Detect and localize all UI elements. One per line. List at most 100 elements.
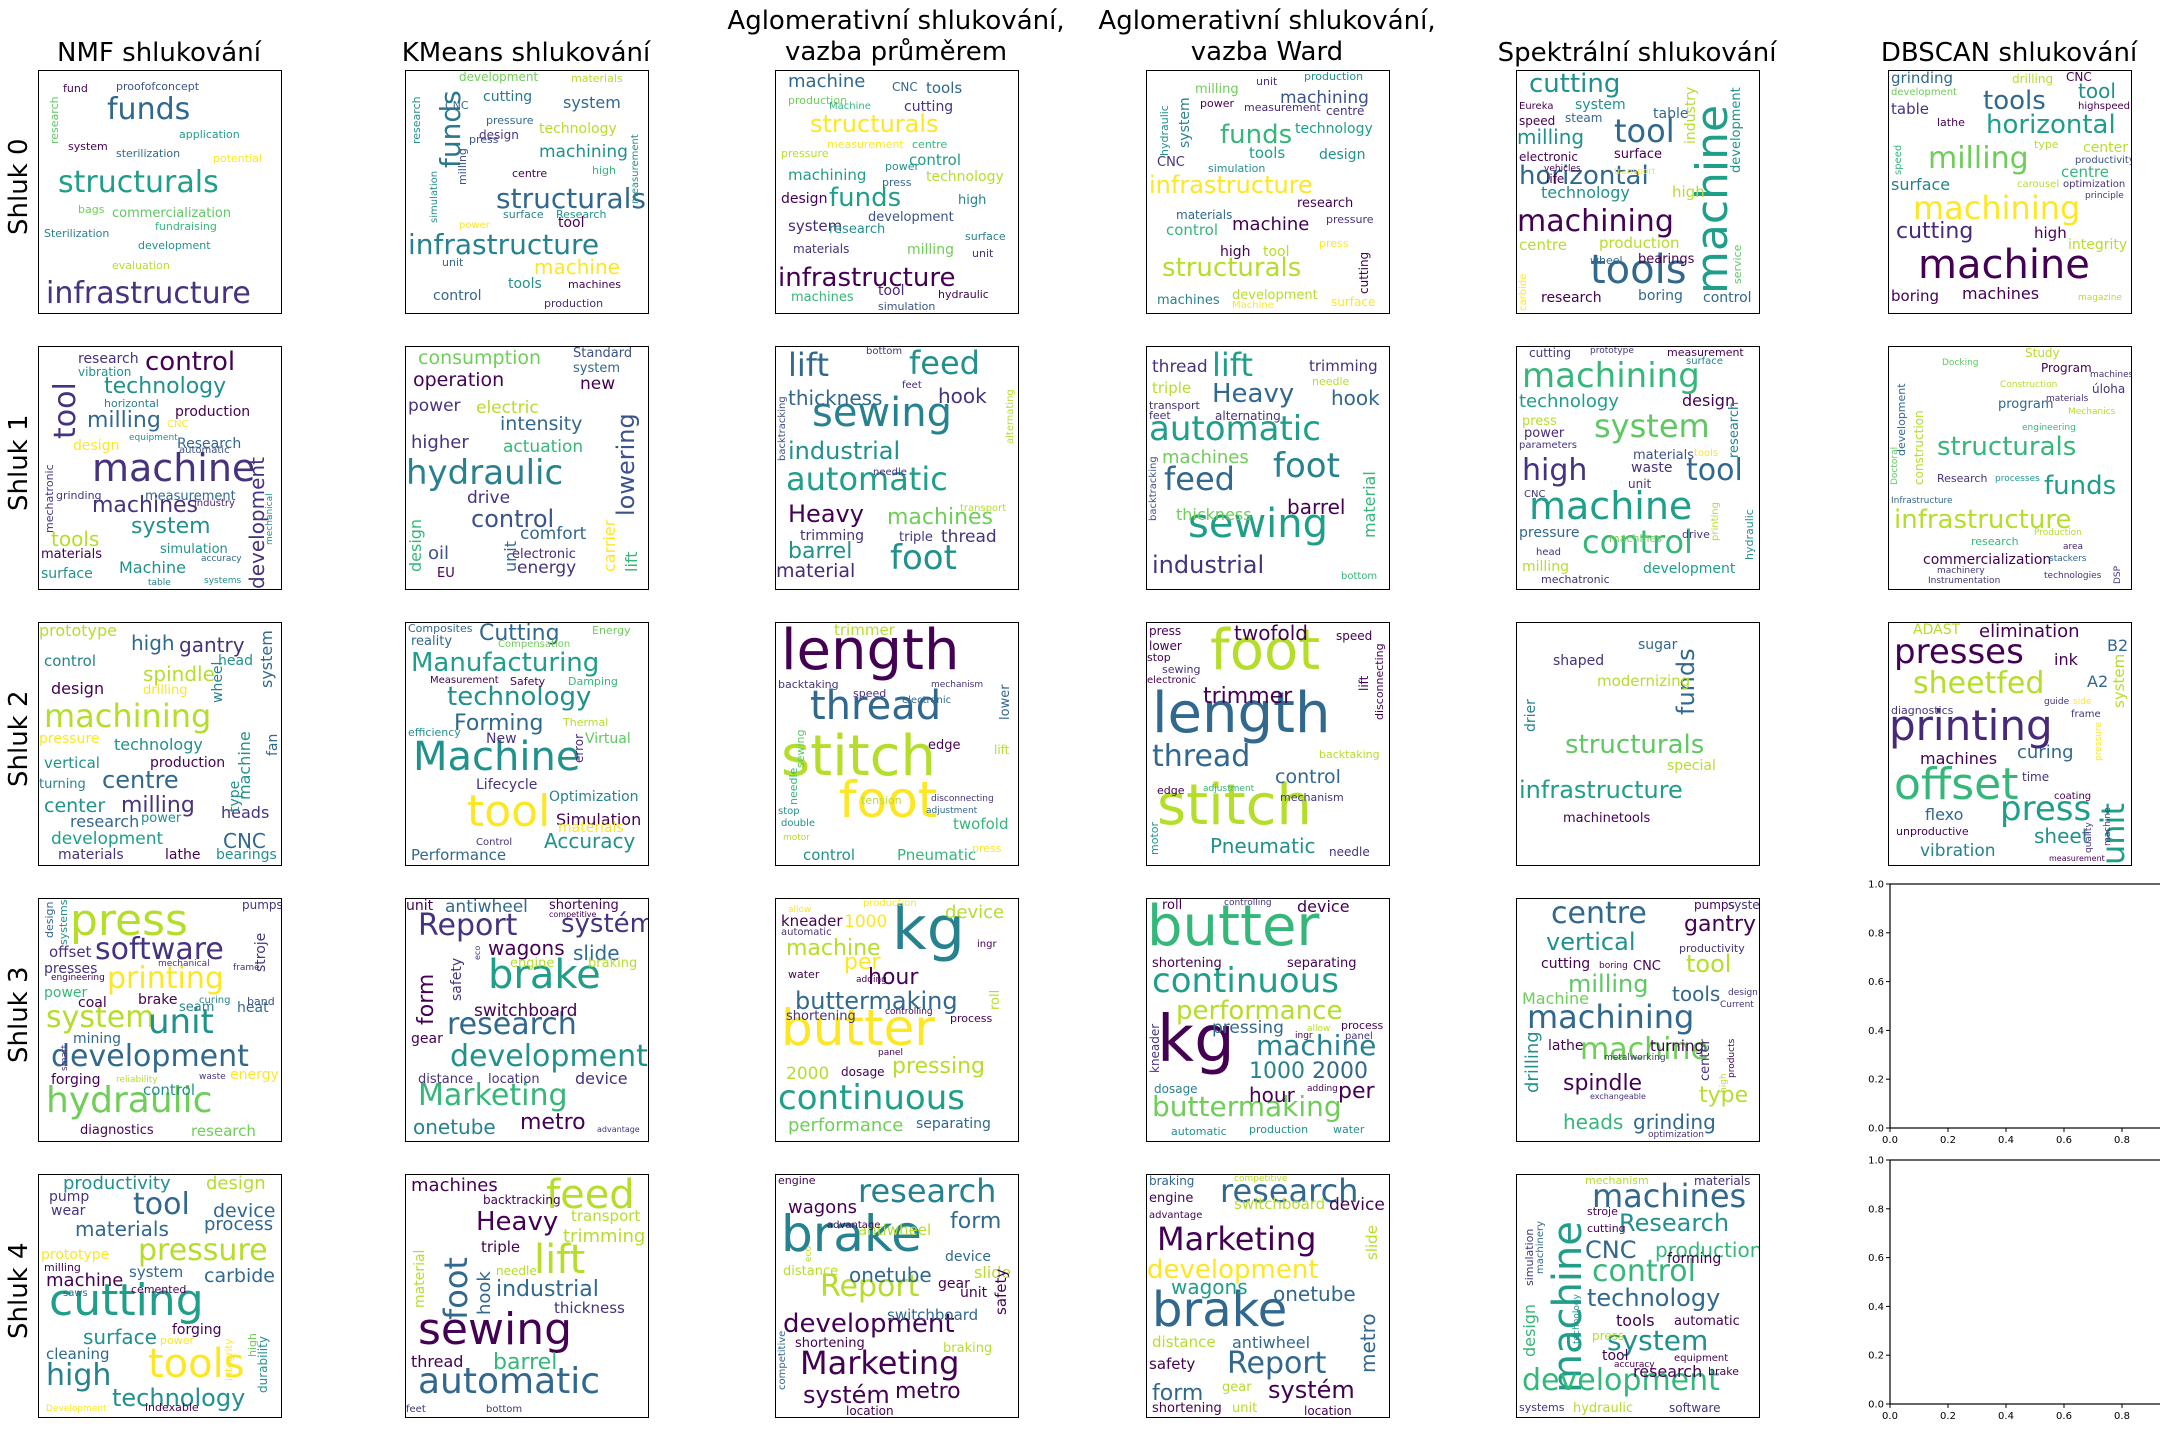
word: switchboard — [474, 1001, 578, 1021]
word: industry — [194, 498, 235, 509]
word: thread — [411, 1352, 464, 1371]
word: stroje — [1587, 1205, 1618, 1218]
word: products — [1727, 1038, 1737, 1078]
word: hydraulic — [406, 453, 564, 493]
word: waste — [1631, 460, 1673, 476]
word: antiwheel — [1232, 1333, 1311, 1352]
word: thread — [1152, 357, 1208, 377]
word: high — [2034, 224, 2067, 242]
word: presses — [1894, 632, 2024, 672]
word: safety — [1149, 1355, 1196, 1373]
word: power — [459, 220, 490, 231]
word: 2000 — [1312, 1059, 1368, 1084]
word: table — [148, 578, 171, 588]
word: system — [563, 93, 621, 112]
word: continuous — [1152, 961, 1339, 1001]
y-tick-label: 0.4 — [1868, 1026, 1884, 1037]
word: bottom — [486, 1404, 523, 1415]
word: Program — [2041, 361, 2092, 375]
word: per — [1338, 1079, 1375, 1104]
word: double — [781, 818, 816, 829]
word: onetube — [849, 1263, 932, 1287]
word: stop — [1147, 651, 1171, 664]
word: development — [1147, 1255, 1319, 1285]
word: feed — [1164, 460, 1235, 498]
x-tick-label: 0.8 — [2114, 1411, 2130, 1422]
word: pressure — [138, 1233, 268, 1268]
word: wheel — [210, 661, 226, 703]
word: gantry — [179, 633, 245, 657]
wordcloud-panel: structurals infrastructure funds sugar shape… — [1516, 622, 1760, 866]
word: trimmer — [834, 622, 895, 639]
word: materials — [1176, 208, 1233, 222]
word: machines — [92, 493, 199, 518]
word: thread — [941, 527, 997, 547]
word: triple — [1152, 379, 1192, 397]
word: durability — [256, 1336, 270, 1393]
word: Damping — [568, 675, 618, 688]
word: prototype — [1590, 346, 1634, 356]
word: engine — [778, 1174, 816, 1187]
word: safety — [992, 1268, 1010, 1315]
word: production — [863, 898, 917, 909]
word: automatic — [1674, 1314, 1740, 1329]
word: performance — [1176, 996, 1343, 1026]
word: vibration — [78, 365, 132, 379]
word: Pneumatic — [897, 846, 977, 864]
word: simulation — [878, 300, 936, 313]
word: hydraulic — [1743, 509, 1756, 560]
word: development — [783, 1309, 955, 1339]
word: system — [1575, 97, 1626, 113]
word: system — [1177, 97, 1193, 148]
word: buttermaking — [1152, 1090, 1342, 1123]
word: consumption — [418, 347, 542, 369]
word: boring — [1891, 287, 1940, 305]
word: twofold — [953, 815, 1009, 833]
word: unit — [501, 541, 520, 572]
word: research — [1971, 535, 2019, 548]
word: Machine — [829, 101, 871, 112]
word: mechanism — [1585, 1174, 1649, 1187]
word: research — [191, 1122, 256, 1140]
word: development — [1522, 1363, 1720, 1398]
word: Docking — [1942, 358, 1979, 368]
word: location — [488, 1072, 540, 1087]
word: backtracking — [483, 1193, 561, 1207]
word: tool — [1686, 950, 1732, 978]
word: tool — [1602, 1348, 1629, 1364]
x-tick-label: 0.0 — [1882, 1135, 1898, 1146]
word: table — [1653, 106, 1689, 122]
word: Thermal — [563, 716, 609, 729]
column-title: KMeans shlukování — [401, 38, 651, 68]
y-tick-label: 0.0 — [1868, 1124, 1884, 1135]
word: B2 — [2107, 636, 2129, 655]
word: control — [803, 846, 855, 864]
word: DSP — [2113, 565, 2123, 584]
word: metalworking — [1604, 1053, 1666, 1063]
word: sterilization — [116, 147, 181, 160]
word: brake — [781, 1205, 922, 1263]
word: Lifecycle — [476, 777, 538, 793]
word: machining — [1522, 356, 1700, 396]
word: foot — [890, 538, 957, 578]
word: feet — [1149, 409, 1171, 422]
word: centre — [1551, 898, 1647, 931]
word: development — [450, 1039, 648, 1074]
word: engineering — [51, 973, 105, 983]
word: unit — [972, 247, 994, 260]
word: heat — [237, 1000, 269, 1016]
word: systém — [561, 909, 649, 939]
word: drilling — [2012, 72, 2054, 86]
word: design — [51, 679, 105, 698]
word: cutting — [1896, 219, 1974, 244]
word: CNC — [2066, 70, 2092, 84]
wordcloud-panel: sewing automatic lift feed Heavy industrial fo… — [405, 1174, 649, 1418]
word: shortening — [549, 898, 619, 913]
word: prototype — [41, 1247, 110, 1263]
word: research — [1220, 1174, 1359, 1210]
word: process — [1341, 1019, 1384, 1032]
word: machinery — [1937, 566, 1985, 576]
word: indexable — [145, 1401, 199, 1414]
word: wagons — [788, 1197, 857, 1218]
word: dosage — [1154, 1082, 1198, 1096]
